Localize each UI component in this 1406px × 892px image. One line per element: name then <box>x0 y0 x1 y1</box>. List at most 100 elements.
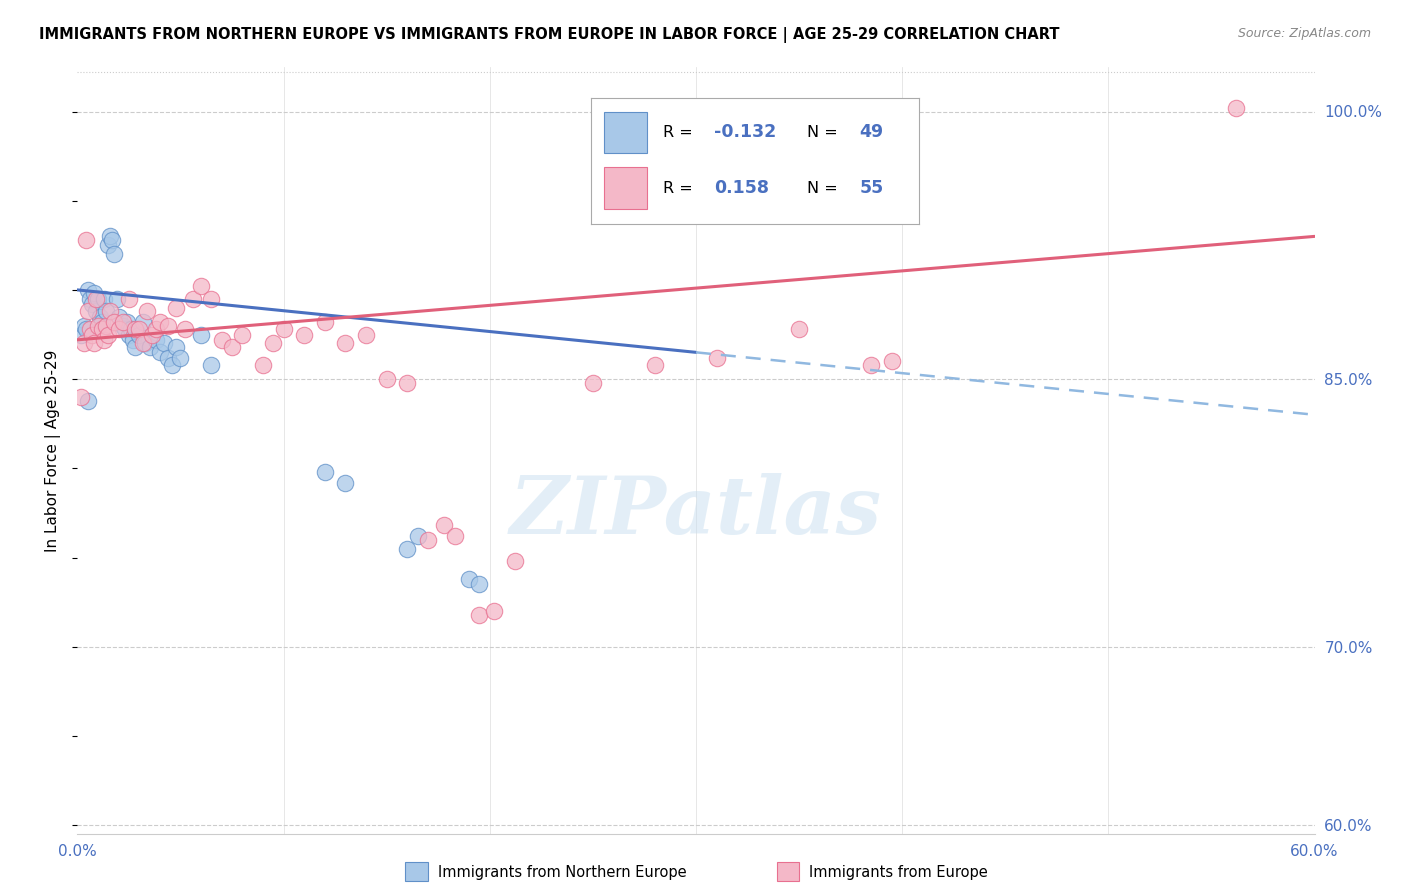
Point <box>76 393 98 408</box>
Point <box>122 333 145 347</box>
Point <box>211 333 233 347</box>
Point <box>115 315 138 329</box>
Point <box>145 322 167 336</box>
Point <box>70 390 93 404</box>
Point <box>124 340 146 354</box>
Point <box>292 327 315 342</box>
Point <box>103 315 125 329</box>
Point <box>406 529 429 543</box>
Point <box>433 518 456 533</box>
Point <box>84 304 107 318</box>
Point <box>190 327 212 342</box>
Point <box>118 292 141 306</box>
Text: IMMIGRANTS FROM NORTHERN EUROPE VS IMMIGRANTS FROM EUROPE IN LABOR FORCE | AGE 2: IMMIGRANTS FROM NORTHERN EUROPE VS IMMIG… <box>39 27 1060 43</box>
Point <box>96 318 118 333</box>
Point <box>706 351 728 365</box>
Point <box>273 322 295 336</box>
Point <box>87 318 110 333</box>
Point <box>149 315 172 329</box>
Point <box>482 604 505 618</box>
Point <box>105 292 128 306</box>
Point <box>97 327 120 342</box>
Point <box>128 322 150 336</box>
Point <box>416 533 439 547</box>
Point <box>96 304 118 318</box>
Point <box>107 310 129 324</box>
Y-axis label: In Labor Force | Age 25-29: In Labor Force | Age 25-29 <box>45 350 62 551</box>
Point <box>145 333 167 347</box>
Point <box>468 577 491 591</box>
Point <box>157 318 180 333</box>
Point <box>84 292 107 306</box>
Point <box>880 354 903 368</box>
Point <box>375 372 398 386</box>
Point <box>91 322 114 336</box>
Point <box>97 238 120 252</box>
Point <box>169 351 191 365</box>
Point <box>252 358 274 372</box>
Point <box>111 318 134 333</box>
Point <box>120 322 142 336</box>
Point <box>91 315 114 329</box>
Point <box>157 351 180 365</box>
Point <box>93 333 115 347</box>
Point <box>76 283 98 297</box>
Point <box>75 233 97 247</box>
Point <box>72 336 94 351</box>
Point <box>138 340 160 354</box>
Point <box>107 322 129 336</box>
Point <box>335 475 357 490</box>
Point <box>262 336 284 351</box>
Point <box>101 233 124 247</box>
Point <box>231 327 253 342</box>
Point <box>128 327 150 342</box>
Point <box>165 301 187 315</box>
Point <box>181 292 204 306</box>
Point <box>79 292 101 306</box>
Point <box>354 327 377 342</box>
Point <box>644 358 666 372</box>
Point <box>787 322 810 336</box>
Point <box>114 322 136 336</box>
Point <box>335 336 357 351</box>
Point <box>190 279 212 293</box>
Point <box>314 315 336 329</box>
Point <box>200 292 222 306</box>
Point <box>582 376 605 390</box>
Point <box>80 297 103 311</box>
Point <box>396 376 419 390</box>
Point <box>70 327 93 342</box>
Point <box>149 345 172 359</box>
Point <box>75 322 97 336</box>
Point <box>136 304 159 318</box>
Text: Immigrants from Europe: Immigrants from Europe <box>808 865 988 880</box>
Point <box>132 315 155 329</box>
Text: ZIPatlas: ZIPatlas <box>510 473 882 550</box>
Point <box>314 465 336 479</box>
Point <box>118 327 141 342</box>
Point <box>396 541 419 556</box>
Point <box>93 292 115 306</box>
Point <box>468 607 491 622</box>
Point <box>200 358 222 372</box>
Point <box>124 322 146 336</box>
Point <box>132 336 155 351</box>
Point <box>221 340 243 354</box>
Text: Source: ZipAtlas.com: Source: ZipAtlas.com <box>1237 27 1371 40</box>
Point <box>83 336 105 351</box>
Point <box>165 340 187 354</box>
Point <box>111 315 134 329</box>
Point <box>89 310 111 324</box>
Point <box>141 327 163 342</box>
Point <box>83 286 105 301</box>
Point <box>98 304 121 318</box>
Point <box>103 247 125 261</box>
Point <box>153 336 176 351</box>
Point <box>134 336 156 351</box>
Point <box>503 554 526 568</box>
Point <box>860 358 883 372</box>
Point <box>76 304 98 318</box>
Point <box>98 229 121 244</box>
Point <box>1225 101 1247 115</box>
Point <box>160 358 183 372</box>
